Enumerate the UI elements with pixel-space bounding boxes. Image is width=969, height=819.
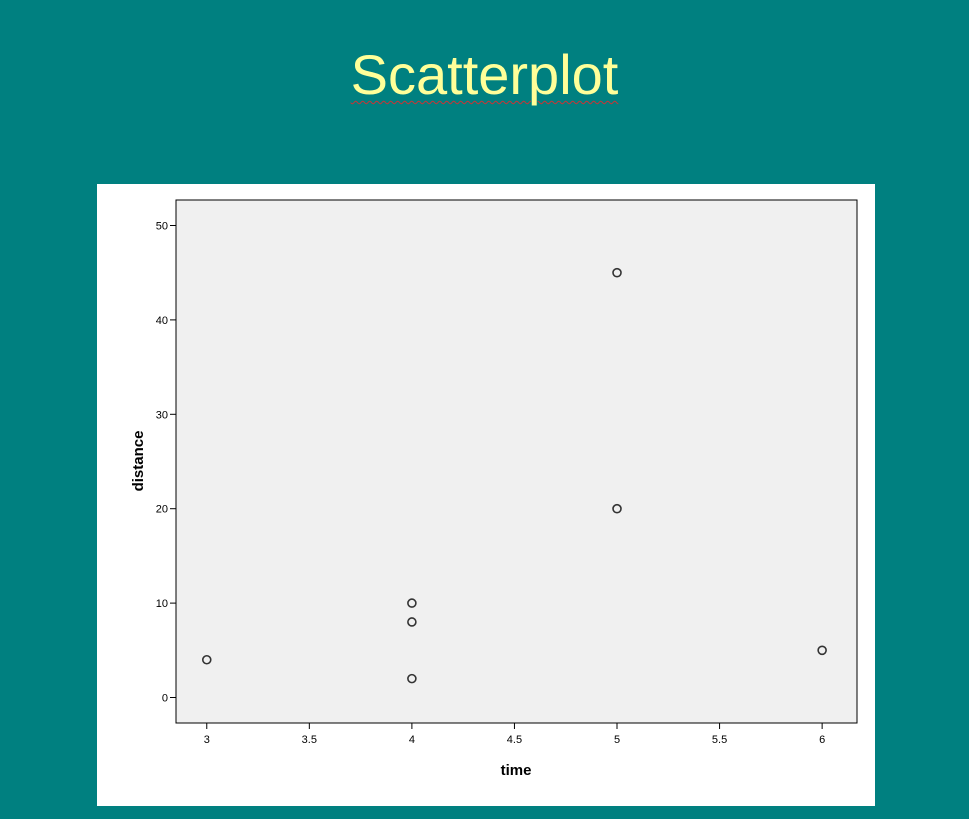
data-point [201, 654, 212, 665]
scatter-chart: 3 3.5 4 4.5 5 5.5 6 0 10 20 30 40 50 time distance [130, 199, 858, 779]
data-point [612, 267, 622, 278]
y-tick-label: 40 [156, 315, 168, 327]
y-tick-label: 30 [156, 409, 168, 421]
y-axis-ticks: 0 10 20 30 40 50 [156, 220, 176, 705]
slide-title-text: Scatterplot [350, 43, 619, 106]
y-tick-label: 0 [162, 693, 168, 705]
data-point [612, 503, 622, 514]
y-tick-label: 50 [156, 220, 168, 232]
x-axis-ticks: 3 3.5 4 4.5 5 5.5 6 [204, 723, 825, 746]
plot-area [175, 199, 858, 724]
x-tick-label: 4.5 [507, 734, 522, 746]
data-point [407, 617, 417, 627]
data-point [407, 673, 417, 684]
x-tick-label: 5 [614, 734, 620, 746]
data-point [817, 645, 827, 656]
data-points [201, 267, 827, 684]
x-axis-label: time [501, 762, 532, 779]
x-tick-label: 4 [409, 734, 415, 746]
x-tick-label: 3 [204, 734, 210, 746]
data-point [407, 598, 417, 608]
y-tick-label: 10 [156, 598, 168, 610]
x-tick-label: 3.5 [302, 734, 317, 746]
slide-title: Scatterplot [0, 40, 969, 110]
x-tick-label: 6 [819, 734, 825, 746]
y-tick-label: 20 [156, 504, 168, 516]
y-axis-label: distance [130, 431, 147, 492]
chart-panel: 3 3.5 4 4.5 5 5.5 6 0 10 20 30 40 50 time distance [97, 184, 875, 806]
x-tick-label: 5.5 [712, 734, 727, 746]
